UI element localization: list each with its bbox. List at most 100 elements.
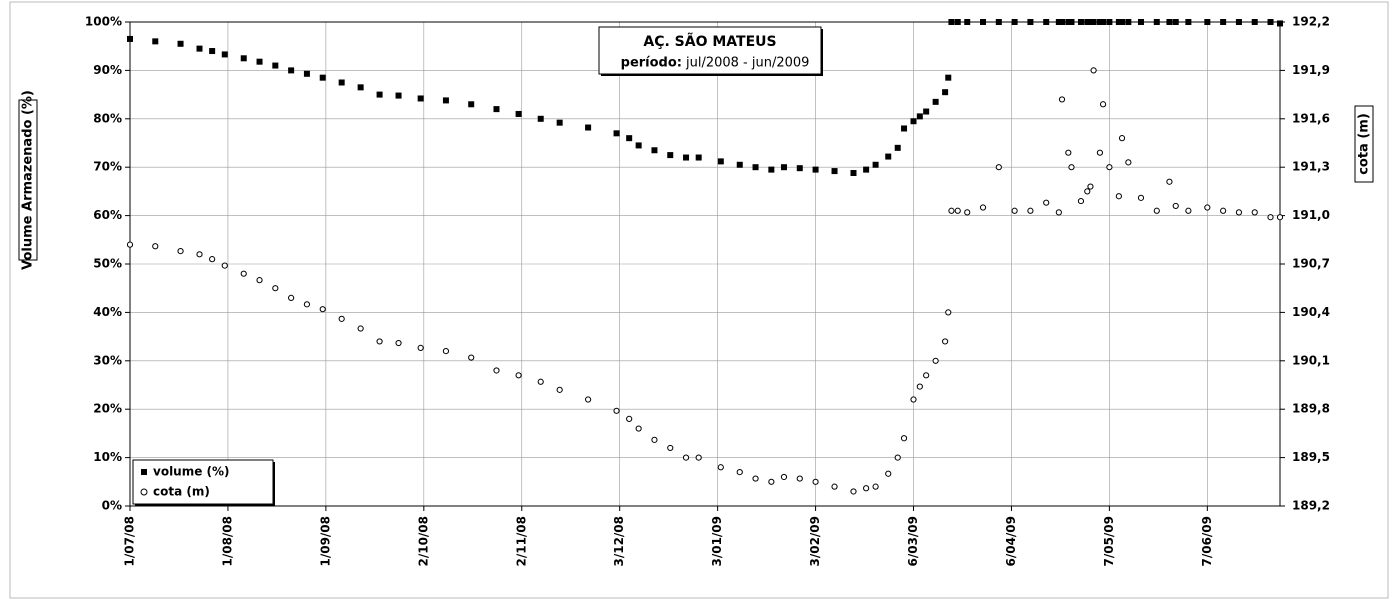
- point: [515, 372, 522, 379]
- point: [468, 354, 475, 361]
- point: [442, 348, 450, 355]
- point: [1055, 209, 1062, 216]
- point: [126, 241, 134, 248]
- point: [995, 19, 1002, 25]
- x-tick-label: 6/04/09: [1004, 516, 1018, 567]
- point: [196, 45, 203, 52]
- point: [1204, 204, 1211, 211]
- point: [923, 108, 930, 115]
- point: [885, 470, 892, 477]
- point: [736, 469, 743, 476]
- point: [288, 67, 295, 74]
- point: [1172, 202, 1179, 210]
- point: [1011, 207, 1018, 214]
- y-axis-label: Volume Armazenado (%): [21, 90, 36, 270]
- point: [1068, 164, 1075, 171]
- y-tick-label: 60%: [93, 208, 122, 222]
- y2-axis-label: cota (m): [1357, 113, 1372, 175]
- point: [1276, 214, 1284, 221]
- y2-tick-label: 192,2: [1292, 15, 1330, 29]
- point: [127, 35, 133, 42]
- point: [556, 386, 563, 393]
- legend-marker: [140, 488, 148, 496]
- point: [863, 485, 870, 492]
- point: [752, 164, 759, 171]
- x-tick-label: 2/10/08: [416, 516, 430, 567]
- point: [1099, 101, 1107, 108]
- point: [900, 435, 908, 442]
- point: [1125, 19, 1132, 25]
- x-tick-label: 1/09/08: [318, 516, 332, 567]
- point: [635, 425, 642, 432]
- y-tick-label: 80%: [93, 111, 122, 125]
- point: [812, 166, 819, 173]
- point: [1077, 197, 1085, 205]
- point: [417, 95, 424, 102]
- point: [736, 161, 743, 168]
- legend-box: [132, 459, 274, 505]
- point: [910, 396, 917, 403]
- point: [1185, 19, 1192, 25]
- point: [1251, 209, 1258, 216]
- point: [945, 74, 952, 81]
- point: [916, 383, 923, 390]
- y-tick-label: 90%: [93, 63, 122, 77]
- point: [303, 70, 310, 77]
- point: [695, 154, 702, 161]
- point: [376, 91, 383, 98]
- point: [1077, 19, 1084, 25]
- point: [717, 464, 724, 471]
- title-box: [598, 26, 822, 75]
- point: [954, 207, 961, 214]
- point: [1043, 19, 1050, 25]
- plot-area: 0% 10% 20% 30% 40% 50% 60% 70% 80% 90% 100% 189,2 18…: [85, 15, 1330, 567]
- point: [1277, 20, 1283, 27]
- point: [1059, 19, 1066, 25]
- point: [1087, 183, 1094, 190]
- point: [585, 396, 592, 403]
- point: [780, 473, 788, 481]
- point: [376, 338, 383, 345]
- point: [910, 118, 917, 125]
- point: [272, 62, 279, 69]
- y2-tick-label: 190,7: [1292, 257, 1330, 271]
- point: [1027, 19, 1034, 25]
- point: [796, 475, 803, 482]
- y2-label-box: [1354, 105, 1374, 183]
- point: [954, 19, 961, 25]
- point: [980, 19, 987, 25]
- point: [515, 110, 522, 117]
- legend-label: volume (%): [153, 465, 230, 479]
- point: [338, 315, 345, 322]
- point: [1084, 19, 1091, 25]
- point: [796, 165, 803, 172]
- point: [1090, 67, 1097, 74]
- point: [395, 92, 402, 99]
- point: [319, 306, 326, 313]
- point: [1137, 19, 1144, 25]
- point: [1220, 207, 1227, 214]
- point: [357, 325, 364, 332]
- y-label-box: [18, 99, 38, 261]
- subtitle-label: período:: [621, 56, 682, 71]
- point: [1115, 193, 1122, 200]
- point: [1087, 19, 1094, 25]
- y-tick-label: 50%: [93, 257, 122, 271]
- y-tick-label: 100%: [85, 15, 122, 29]
- legend-label: cota (m): [153, 485, 210, 499]
- point: [468, 101, 475, 108]
- point: [626, 415, 633, 422]
- point: [256, 277, 263, 284]
- point: [177, 247, 184, 255]
- point: [1043, 199, 1050, 206]
- point: [537, 115, 544, 122]
- point: [1118, 135, 1126, 142]
- point: [272, 285, 279, 292]
- point: [177, 40, 184, 47]
- point: [831, 168, 838, 175]
- point: [635, 142, 642, 149]
- point: [667, 152, 674, 159]
- point: [1153, 207, 1160, 214]
- point: [863, 166, 870, 173]
